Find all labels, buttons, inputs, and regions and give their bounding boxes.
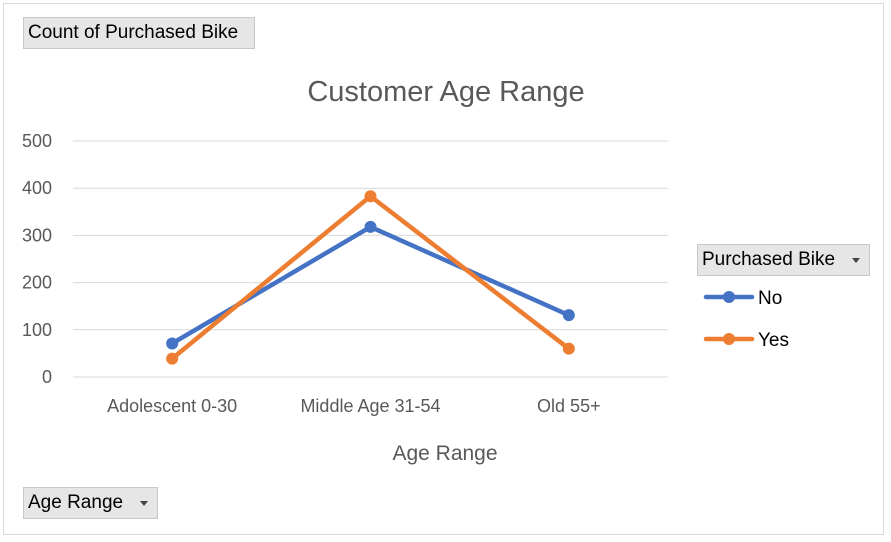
- x-tick-label: Middle Age 31-54: [300, 396, 440, 416]
- chart-title: Customer Age Range: [307, 76, 584, 108]
- series-lines: [166, 190, 575, 365]
- y-tick-label: 400: [22, 178, 52, 198]
- gridlines: [73, 140, 668, 378]
- data-point: [562, 309, 575, 322]
- value-field-label: Count of Purchased Bike: [28, 22, 239, 43]
- series-line: [169, 193, 572, 361]
- legend: No Yes: [703, 288, 789, 351]
- legend-marker: [723, 291, 735, 303]
- legend-field-label: Purchased Bike: [702, 249, 836, 270]
- x-axis-title: Age Range: [392, 442, 497, 465]
- x-tick-label: Old 55+: [537, 396, 601, 416]
- x-tick-label: Adolescent 0-30: [107, 396, 237, 416]
- legend-item-yes: Yes: [703, 330, 789, 351]
- y-tick-label: 100: [22, 320, 52, 340]
- chevron-down-icon[interactable]: [140, 501, 148, 506]
- legend-field-button[interactable]: Purchased Bike: [697, 244, 870, 276]
- y-axis-ticks: 0 100 200 300 400 500: [22, 131, 52, 387]
- legend-item-no: No: [703, 288, 782, 309]
- value-field-button[interactable]: Count of Purchased Bike: [23, 17, 255, 49]
- legend-marker: [723, 333, 735, 345]
- series-line: [169, 224, 572, 346]
- data-point: [166, 352, 179, 365]
- axis-field-button[interactable]: Age Range: [23, 487, 158, 519]
- y-tick-label: 200: [22, 273, 52, 293]
- legend-label: Yes: [758, 330, 789, 351]
- y-tick-label: 0: [42, 367, 52, 387]
- chevron-down-icon[interactable]: [852, 258, 860, 263]
- data-point: [562, 342, 575, 355]
- y-tick-label: 500: [22, 131, 52, 151]
- data-point: [364, 190, 377, 203]
- x-axis-ticks: Adolescent 0-30 Middle Age 31-54 Old 55+: [107, 396, 600, 416]
- axis-field-label: Age Range: [28, 492, 124, 513]
- series-yes: [166, 190, 575, 365]
- data-point: [364, 220, 377, 233]
- legend-label: No: [758, 288, 782, 309]
- y-tick-label: 300: [22, 225, 52, 245]
- data-point: [166, 337, 179, 350]
